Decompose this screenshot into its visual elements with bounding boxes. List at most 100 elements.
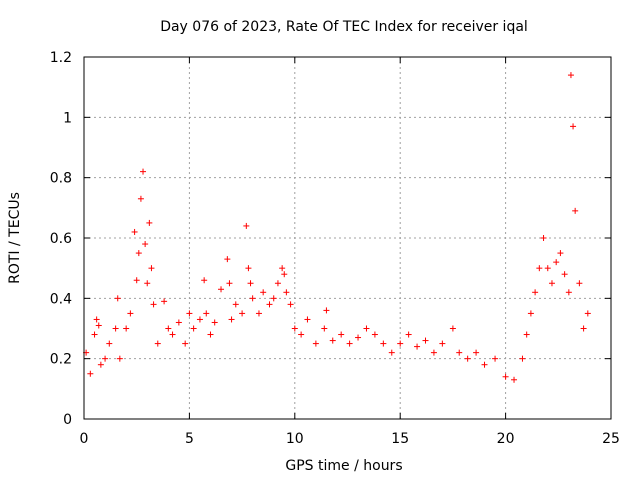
data-point bbox=[553, 259, 560, 266]
data-point bbox=[298, 331, 305, 338]
data-point bbox=[140, 168, 147, 175]
data-point bbox=[95, 322, 102, 329]
data-point bbox=[430, 349, 437, 356]
data-point bbox=[186, 310, 193, 317]
data-point bbox=[148, 265, 155, 272]
data-point bbox=[260, 289, 267, 296]
data-point bbox=[456, 349, 463, 356]
data-point bbox=[414, 343, 421, 350]
y-axis-label: ROTI / TECUs bbox=[7, 192, 23, 284]
data-point bbox=[388, 349, 395, 356]
data-point bbox=[150, 301, 157, 308]
data-point bbox=[224, 256, 231, 263]
data-point bbox=[247, 280, 254, 287]
x-tick-label: 20 bbox=[497, 431, 515, 447]
y-tick-label: 1 bbox=[63, 110, 72, 126]
x-tick-label: 0 bbox=[80, 431, 89, 447]
data-point bbox=[97, 361, 104, 368]
data-point bbox=[218, 286, 225, 293]
data-point bbox=[323, 307, 330, 314]
data-point bbox=[557, 250, 564, 257]
data-point bbox=[281, 271, 288, 278]
data-point bbox=[548, 280, 555, 287]
data-point bbox=[576, 280, 583, 287]
data-point bbox=[527, 310, 534, 317]
data-point bbox=[102, 355, 109, 362]
data-point bbox=[255, 310, 262, 317]
data-point bbox=[203, 310, 210, 317]
gridlines bbox=[84, 57, 611, 419]
data-point bbox=[584, 310, 591, 317]
data-point bbox=[481, 361, 488, 368]
data-point bbox=[405, 331, 412, 338]
data-point bbox=[544, 265, 551, 272]
x-tick-label: 25 bbox=[602, 431, 620, 447]
data-point bbox=[232, 301, 239, 308]
plot-frame bbox=[83, 56, 612, 420]
x-axis-label: GPS time / hours bbox=[285, 458, 402, 474]
data-point bbox=[561, 271, 568, 278]
data-point bbox=[190, 325, 197, 332]
data-point bbox=[131, 228, 138, 235]
data-point bbox=[283, 289, 290, 296]
data-point bbox=[519, 355, 526, 362]
data-point bbox=[135, 250, 142, 257]
data-point bbox=[137, 195, 144, 202]
data-series bbox=[83, 72, 591, 383]
data-point bbox=[565, 289, 572, 296]
data-point bbox=[371, 331, 378, 338]
data-point bbox=[523, 331, 530, 338]
data-point bbox=[142, 241, 149, 248]
axis-ticks bbox=[83, 56, 612, 420]
data-point bbox=[114, 295, 121, 302]
data-point bbox=[397, 340, 404, 347]
data-point bbox=[146, 219, 153, 226]
y-tick-label: 1.2 bbox=[50, 50, 72, 66]
data-point bbox=[243, 222, 250, 229]
data-point bbox=[106, 340, 113, 347]
data-point bbox=[540, 235, 547, 241]
data-point bbox=[312, 340, 319, 347]
data-point bbox=[580, 325, 587, 332]
data-point bbox=[567, 72, 574, 79]
x-tick-label: 15 bbox=[391, 431, 409, 447]
data-point bbox=[175, 319, 182, 326]
data-point bbox=[572, 207, 579, 214]
data-point bbox=[112, 325, 119, 332]
data-point bbox=[492, 355, 499, 362]
data-point bbox=[338, 331, 345, 338]
data-point bbox=[169, 331, 176, 338]
data-point bbox=[249, 295, 256, 302]
data-point bbox=[473, 349, 480, 356]
data-point bbox=[502, 373, 509, 380]
data-point bbox=[422, 337, 429, 344]
data-point bbox=[182, 340, 189, 347]
data-point bbox=[211, 319, 218, 326]
data-point bbox=[116, 355, 123, 362]
data-point bbox=[570, 123, 577, 130]
y-tick-label: 0.2 bbox=[50, 352, 72, 368]
data-point bbox=[321, 325, 328, 332]
data-point bbox=[439, 340, 446, 347]
data-point bbox=[449, 325, 456, 332]
data-point bbox=[532, 289, 539, 296]
data-point bbox=[196, 316, 203, 323]
y-tick-label: 0.4 bbox=[50, 291, 72, 307]
chart-title: Day 076 of 2023, Rate Of TEC Index for r… bbox=[160, 19, 528, 35]
data-point bbox=[207, 331, 214, 338]
data-point bbox=[291, 325, 298, 332]
y-tick-label: 0.8 bbox=[50, 171, 72, 187]
data-point bbox=[363, 325, 370, 332]
data-point bbox=[87, 370, 94, 377]
y-tick-label: 0 bbox=[63, 412, 72, 428]
data-point bbox=[161, 298, 168, 305]
data-point bbox=[304, 316, 311, 323]
data-point bbox=[270, 295, 277, 302]
y-tick-label: 0.6 bbox=[50, 231, 72, 247]
data-point bbox=[274, 280, 281, 287]
data-point bbox=[266, 301, 273, 308]
data-point bbox=[329, 337, 336, 344]
tick-labels: 0 5 10 15 20 25 0 0.2 0.4 0.6 0.8 1 1.2 bbox=[50, 50, 620, 447]
data-point bbox=[133, 277, 140, 284]
data-point bbox=[228, 316, 235, 323]
